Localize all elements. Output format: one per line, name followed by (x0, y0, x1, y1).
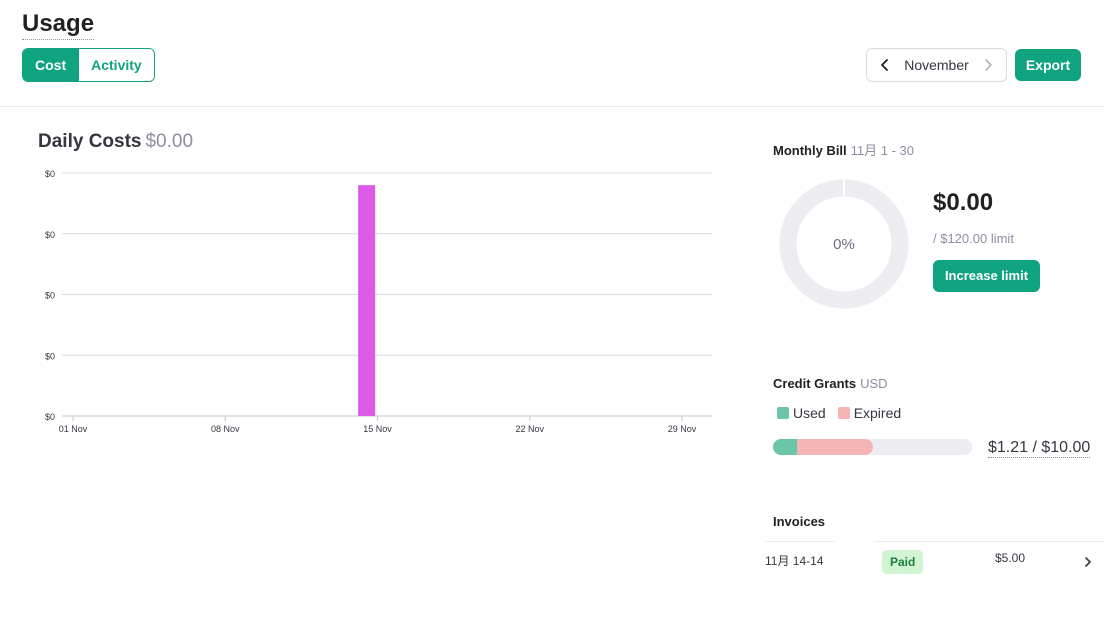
tab-activity[interactable]: Activity (78, 49, 154, 81)
month-selector: November (866, 48, 1007, 82)
invoices-title: Invoices (773, 514, 826, 529)
legend-expired-label: Expired (853, 405, 902, 421)
credit-expired-segment (797, 439, 873, 455)
x-tick-label: 15 Nov (363, 424, 392, 434)
credit-progress-bar (773, 439, 972, 455)
daily-costs-chart: $0 $0 $0 $0 $0 01 Nov 08 Nov 15 Nov 22 Nov 29 Nov (45, 169, 712, 434)
credit-grants-title: Credit Grants (773, 376, 857, 391)
cost-bar (358, 185, 376, 416)
y-tick-label: $0 (45, 230, 55, 240)
x-tick-label: 29 Nov (668, 424, 697, 434)
export-button[interactable]: Export (1015, 49, 1081, 81)
invoice-divider (874, 541, 1104, 542)
legend-used-swatch (777, 407, 789, 419)
legend-used-label: Used (793, 405, 826, 421)
legend-expired-swatch (837, 407, 850, 419)
credit-used-segment (773, 439, 798, 455)
chevron-right-icon[interactable] (1082, 555, 1094, 569)
daily-costs-total: $0.00 (145, 131, 194, 152)
x-tick-label: 22 Nov (515, 424, 544, 434)
credit-value[interactable]: $1.21 / $10.00 (988, 439, 1091, 458)
invoice-divider (765, 541, 835, 542)
invoice-amount: $5.00 (995, 551, 1026, 565)
month-label: November (904, 57, 969, 73)
daily-costs-title: Daily Costs (38, 131, 142, 152)
tab-cost[interactable]: Cost (23, 49, 79, 81)
credit-grants-heading: Credit Grants USD (773, 376, 888, 391)
view-toggle: Cost Activity (22, 48, 155, 82)
page-title: Usage (22, 10, 95, 40)
y-tick-label: $0 (45, 291, 55, 301)
monthly-bill-range: 11月 1 - 30 (850, 143, 915, 158)
monthly-bill-heading: Monthly Bill 11月 1 - 30 (773, 140, 914, 159)
credit-grants-currency: USD (860, 376, 888, 391)
legend-expired: Expired (837, 405, 902, 421)
bill-amount: $0.00 (933, 189, 994, 216)
x-tick-label: 01 Nov (59, 424, 88, 434)
donut-percent-label: 0% (833, 236, 855, 253)
monthly-bill-title: Monthly Bill (773, 143, 847, 158)
x-tick-label: 08 Nov (211, 424, 240, 434)
chevron-right-icon[interactable] (980, 57, 996, 73)
y-tick-label: $0 (45, 412, 55, 422)
bill-limit: / $120.00 limit (933, 231, 1014, 246)
increase-limit-button[interactable]: Increase limit (933, 260, 1040, 292)
y-tick-label: $0 (45, 351, 55, 361)
monthly-bill-donut: 0% (779, 178, 909, 309)
header-divider (0, 106, 1104, 107)
daily-costs-heading: Daily Costs $0.00 (38, 131, 193, 153)
y-tick-label: $0 (45, 169, 55, 179)
chevron-left-icon[interactable] (877, 57, 893, 73)
invoice-status-badge: Paid (882, 550, 924, 574)
invoice-date: 11月 14-14 (765, 554, 824, 568)
legend-used: Used (777, 405, 826, 421)
credit-legend: Used Expired (777, 405, 913, 421)
